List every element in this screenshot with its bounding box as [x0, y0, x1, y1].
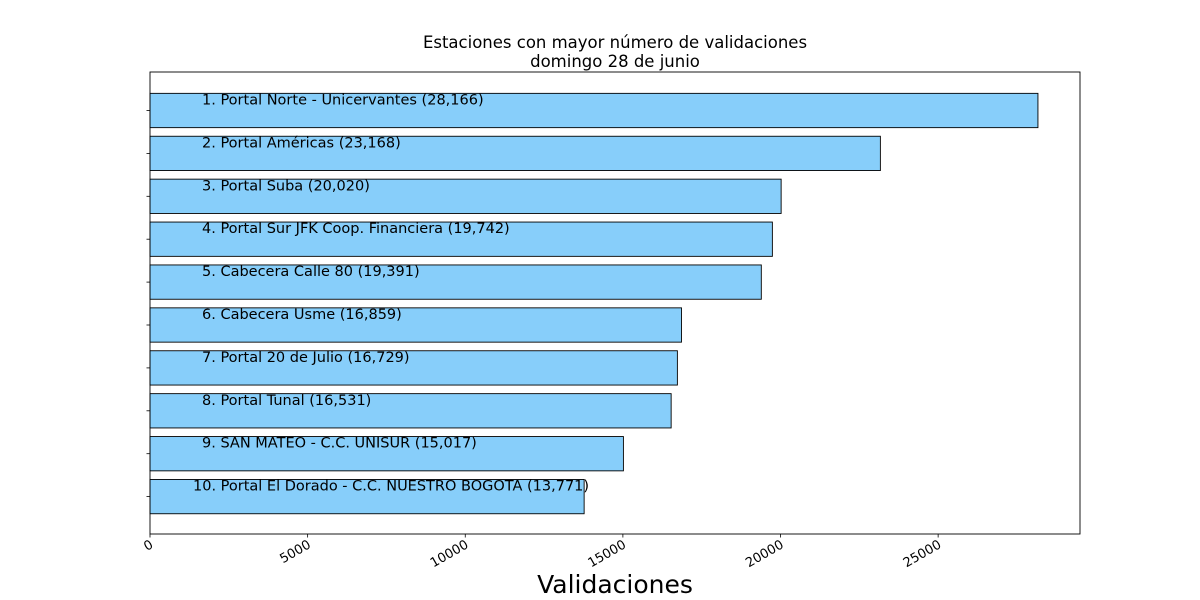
x-tick-label: 10000	[428, 537, 471, 571]
bar-label: 9. SAN MATEO - C.C. UNISUR (15,017)	[202, 436, 477, 452]
y-axis-ticks	[146, 110, 150, 498]
bar-label: 10. Portal El Dorado - C.C. NUESTRO BOGO…	[193, 479, 589, 495]
bar	[149, 92, 1039, 129]
bar	[149, 264, 762, 300]
x-axis-label: Validaciones	[537, 570, 693, 599]
bar-label: 7. Portal 20 de Julio (16,729)	[202, 350, 410, 366]
plot-area-frame	[149, 71, 1081, 535]
bar-labels-group: 1. Portal Norte - Unicervantes (28,166) 2…	[193, 93, 589, 495]
chart-subtitle: domingo 28 de junio	[530, 52, 700, 71]
chart-title: Estaciones con mayor número de validacio…	[423, 33, 807, 52]
x-tick-label: 5000	[277, 537, 313, 567]
bar	[149, 178, 782, 214]
x-axis-ticks: 0 5000 10000 15000 20000 25000	[141, 534, 944, 571]
bar-label: 6. Cabecera Usme (16,859)	[202, 307, 402, 323]
bar	[149, 135, 881, 171]
bar	[149, 350, 678, 386]
bar	[149, 221, 773, 257]
bar	[149, 479, 585, 515]
x-tick-label: 0	[141, 537, 156, 554]
x-tick-label: 20000	[743, 537, 786, 571]
bar-label: 8. Portal Tunal (16,531)	[202, 393, 371, 409]
bar-label: 1. Portal Norte - Unicervantes (28,166)	[202, 93, 484, 109]
bar-label: 5. Cabecera Calle 80 (19,391)	[202, 264, 420, 280]
bar	[149, 307, 682, 343]
x-tick-label: 15000	[586, 537, 629, 571]
bars-group	[149, 92, 1039, 515]
bar-label: 2. Portal Américas (23,168)	[202, 135, 401, 151]
bar-label: 4. Portal Sur JFK Coop. Financiera (19,7…	[202, 221, 510, 237]
x-tick-label: 25000	[901, 537, 944, 571]
bar-label: 3. Portal Suba (20,020)	[202, 178, 370, 194]
